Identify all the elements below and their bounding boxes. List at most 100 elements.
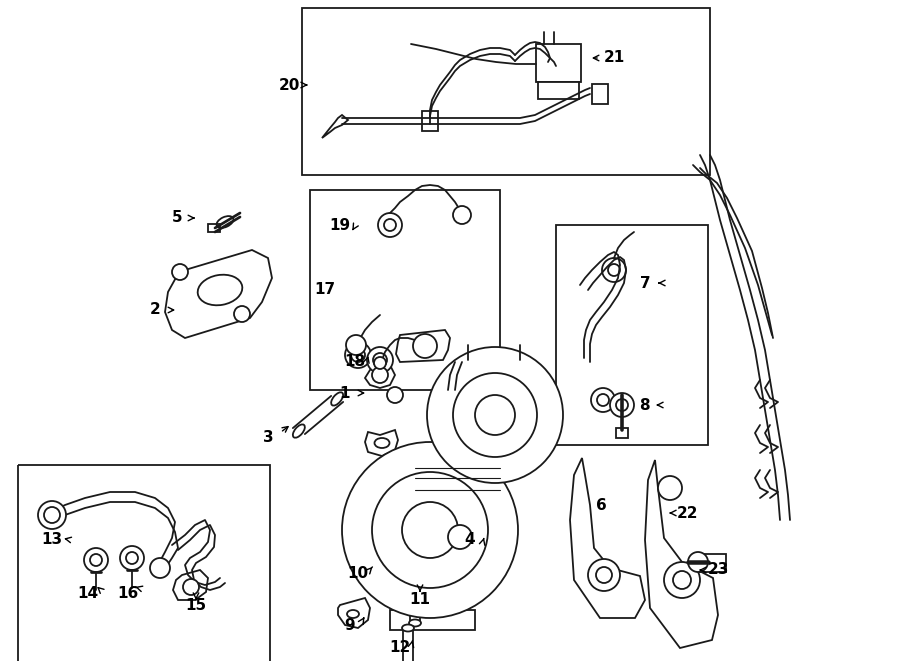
Polygon shape: [448, 525, 472, 540]
Circle shape: [402, 502, 458, 558]
Circle shape: [120, 546, 144, 570]
Circle shape: [126, 552, 138, 564]
Bar: [536, 44, 581, 82]
Circle shape: [608, 264, 620, 276]
Polygon shape: [173, 570, 208, 600]
Circle shape: [475, 395, 515, 435]
Polygon shape: [570, 458, 645, 618]
Ellipse shape: [375, 557, 385, 564]
Circle shape: [378, 213, 402, 237]
Bar: [208, 224, 220, 232]
Text: 23: 23: [707, 563, 729, 578]
Text: 10: 10: [347, 566, 369, 580]
Circle shape: [345, 342, 371, 368]
Text: 4: 4: [464, 533, 475, 547]
Text: 17: 17: [314, 282, 336, 297]
Polygon shape: [322, 115, 348, 138]
Ellipse shape: [198, 275, 242, 305]
Circle shape: [150, 558, 170, 578]
Circle shape: [84, 548, 108, 572]
Circle shape: [588, 559, 620, 591]
Bar: [302, 8, 710, 175]
Bar: [458, 360, 530, 378]
Ellipse shape: [409, 584, 421, 592]
Circle shape: [387, 387, 403, 403]
Circle shape: [597, 394, 609, 406]
Bar: [390, 610, 475, 630]
Circle shape: [351, 348, 365, 362]
Text: 1: 1: [340, 385, 350, 401]
Text: 20: 20: [278, 77, 300, 93]
Circle shape: [90, 554, 102, 566]
Text: 14: 14: [77, 586, 99, 602]
Polygon shape: [645, 460, 718, 648]
Bar: [556, 225, 708, 445]
Circle shape: [602, 258, 626, 282]
Bar: [538, 82, 579, 99]
Circle shape: [172, 264, 188, 280]
Circle shape: [448, 525, 472, 549]
Circle shape: [183, 579, 199, 595]
Circle shape: [453, 373, 537, 457]
Circle shape: [234, 306, 250, 322]
Polygon shape: [366, 548, 392, 572]
Text: 5: 5: [172, 210, 183, 225]
Ellipse shape: [331, 392, 343, 406]
Circle shape: [342, 442, 518, 618]
Circle shape: [453, 206, 471, 224]
Circle shape: [384, 219, 396, 231]
Ellipse shape: [402, 625, 414, 631]
Circle shape: [44, 507, 60, 523]
Text: 8: 8: [639, 397, 649, 412]
Circle shape: [596, 567, 612, 583]
Ellipse shape: [347, 610, 359, 618]
Text: 19: 19: [329, 219, 351, 233]
Ellipse shape: [217, 216, 233, 228]
Text: 3: 3: [263, 430, 274, 444]
Bar: [415, 450, 500, 510]
Text: 16: 16: [117, 586, 139, 602]
Circle shape: [427, 347, 563, 483]
Bar: [310, 190, 500, 390]
Circle shape: [372, 367, 388, 383]
Text: 18: 18: [345, 354, 365, 369]
Circle shape: [346, 335, 366, 355]
Circle shape: [610, 393, 634, 417]
Polygon shape: [365, 430, 398, 456]
Circle shape: [38, 501, 66, 529]
Circle shape: [688, 552, 708, 572]
Text: 2: 2: [149, 303, 160, 317]
Ellipse shape: [292, 424, 305, 438]
Bar: [700, 554, 726, 572]
Circle shape: [664, 562, 700, 598]
Text: 6: 6: [596, 498, 607, 512]
Polygon shape: [338, 598, 370, 628]
Circle shape: [673, 571, 691, 589]
Ellipse shape: [409, 619, 421, 627]
Text: 9: 9: [345, 617, 356, 633]
Circle shape: [658, 476, 682, 500]
Polygon shape: [365, 362, 395, 388]
Ellipse shape: [374, 438, 390, 448]
Circle shape: [372, 472, 488, 588]
Text: 22: 22: [677, 506, 698, 520]
Circle shape: [416, 338, 428, 350]
Circle shape: [413, 334, 437, 358]
Circle shape: [616, 399, 628, 411]
Circle shape: [373, 353, 387, 367]
Circle shape: [367, 347, 393, 373]
Bar: [616, 428, 628, 438]
Circle shape: [591, 388, 615, 412]
Text: 21: 21: [603, 50, 625, 65]
Bar: [403, 628, 413, 661]
Text: 11: 11: [410, 592, 430, 607]
Bar: [422, 111, 438, 131]
Polygon shape: [165, 250, 272, 338]
Text: 7: 7: [640, 276, 651, 290]
Text: 13: 13: [41, 533, 63, 547]
Text: 12: 12: [390, 641, 410, 656]
Bar: [410, 588, 420, 623]
Bar: [592, 84, 608, 104]
Polygon shape: [396, 330, 450, 362]
Text: 15: 15: [185, 598, 207, 613]
